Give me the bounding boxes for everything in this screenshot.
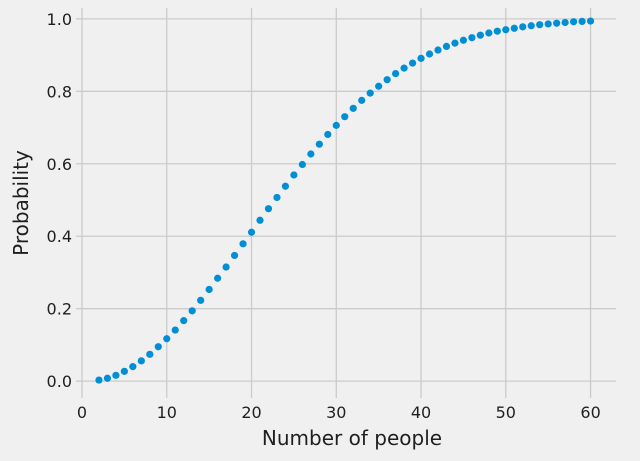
data-point (366, 89, 374, 97)
data-point (553, 19, 561, 27)
data-point (264, 205, 273, 213)
y-tick-label: 0.8 (47, 82, 72, 101)
data-point (315, 140, 323, 148)
data-point (502, 26, 510, 34)
data-point (137, 357, 145, 365)
data-point (171, 326, 179, 334)
data-point (103, 374, 112, 382)
data-point (214, 274, 222, 282)
x-tick-label: 60 (580, 403, 600, 422)
data-point (112, 371, 120, 379)
data-point (485, 29, 493, 37)
y-tick-label: 1.0 (47, 10, 72, 29)
data-point (358, 96, 366, 104)
data-point (451, 39, 459, 47)
data-point (188, 307, 196, 315)
data-point (324, 130, 332, 139)
data-point (400, 64, 408, 72)
x-axis-label: Number of people (262, 426, 442, 450)
data-point (383, 76, 391, 84)
data-point (570, 18, 578, 26)
data-point (476, 31, 484, 39)
data-point (146, 350, 154, 358)
data-point (290, 171, 298, 179)
x-tick-label: 50 (496, 403, 516, 422)
data-point (298, 160, 306, 169)
data-point (273, 193, 281, 202)
data-point (120, 367, 128, 375)
data-point (442, 42, 451, 51)
data-point (459, 36, 468, 44)
data-point (230, 251, 239, 260)
data-point (468, 34, 476, 42)
data-point (341, 113, 349, 121)
data-point (95, 376, 103, 384)
data-point (408, 59, 417, 67)
data-point (154, 343, 162, 351)
data-point (544, 20, 552, 28)
data-point (197, 296, 205, 304)
y-tick-label: 0.4 (47, 227, 72, 246)
data-point (586, 17, 595, 25)
data-point (256, 216, 264, 224)
data-point (578, 17, 586, 26)
x-tick-label: 30 (326, 403, 346, 422)
x-tick-label: 20 (241, 403, 261, 422)
grid (76, 8, 616, 398)
data-point (561, 18, 569, 27)
data-points (95, 17, 595, 384)
data-point (349, 104, 357, 112)
data-point (205, 285, 213, 294)
data-point (510, 24, 518, 32)
data-point (493, 27, 501, 35)
data-point (392, 69, 400, 78)
y-tick-label: 0.2 (47, 300, 72, 319)
y-axis-label: Probability (9, 150, 33, 256)
data-point (332, 121, 340, 129)
x-tick-label: 10 (157, 403, 177, 422)
data-point (527, 22, 535, 30)
data-point (536, 21, 544, 29)
y-tick-label: 0.0 (47, 372, 72, 391)
data-point (222, 263, 230, 271)
data-point (180, 317, 188, 325)
y-tick-label: 0.6 (47, 155, 72, 174)
data-point (129, 363, 137, 371)
tick-labels: 0 10 20 30 40 50 60 0.0 0.2 0.4 0.6 0.8 1.0 (47, 10, 601, 422)
x-tick-label: 0 (77, 403, 87, 422)
data-point (247, 228, 256, 236)
data-point (307, 150, 315, 158)
data-point (425, 50, 434, 58)
data-point (417, 54, 425, 62)
data-point (519, 23, 527, 31)
data-point (239, 240, 247, 248)
data-point (434, 46, 442, 54)
data-point (375, 82, 383, 90)
x-tick-label: 40 (411, 403, 431, 422)
data-point (163, 335, 171, 343)
data-point (281, 182, 290, 190)
